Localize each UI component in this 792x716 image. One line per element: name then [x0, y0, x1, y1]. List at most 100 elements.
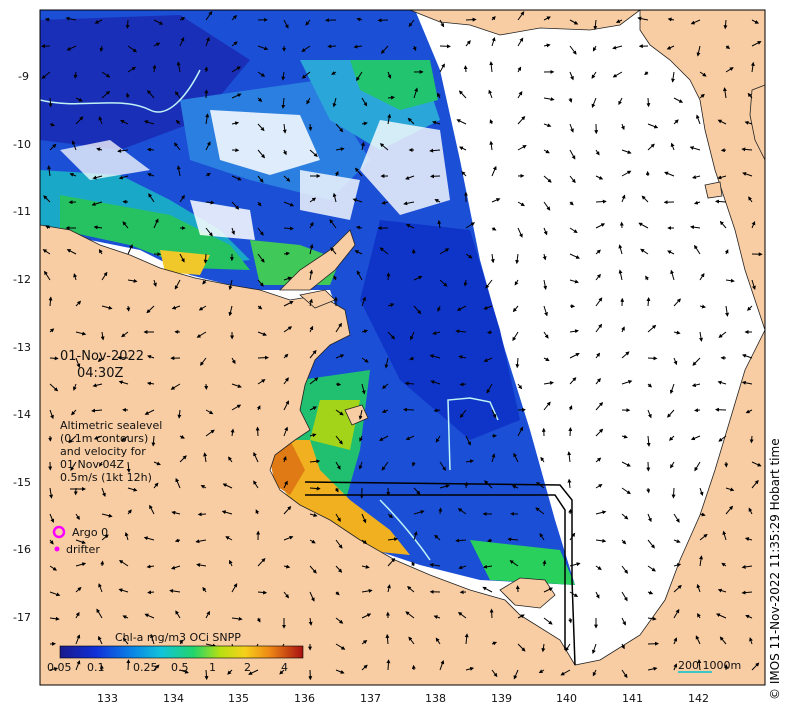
velocity-arrow	[725, 278, 735, 283]
velocity-arrow	[199, 357, 207, 366]
velocity-arrow	[591, 97, 597, 109]
land-island	[499, 577, 556, 609]
velocity-arrow	[149, 504, 155, 515]
argo-marker	[52, 525, 66, 539]
velocity-arrow	[205, 429, 215, 437]
velocity-arrow	[93, 435, 103, 440]
velocity-arrow	[118, 588, 129, 593]
velocity-arrow	[309, 149, 318, 157]
velocity-arrow	[595, 401, 604, 411]
velocity-arrow	[751, 19, 759, 24]
velocity-arrow	[361, 296, 366, 307]
velocity-arrow	[412, 45, 417, 52]
velocity-arrow	[748, 507, 753, 515]
velocity-arrow	[647, 590, 654, 595]
velocity-arrow	[693, 200, 701, 205]
velocity-arrow	[117, 148, 129, 153]
land-peninsula	[279, 229, 356, 291]
velocity-arrow	[694, 461, 701, 472]
velocity-arrow	[153, 19, 164, 25]
velocity-arrow	[146, 305, 155, 314]
velocity-arrow	[99, 45, 104, 53]
velocity-arrow	[387, 513, 394, 519]
velocity-arrow	[595, 323, 603, 333]
velocity-arrow	[101, 487, 106, 498]
velocity-arrow	[170, 383, 181, 390]
velocity-arrow	[309, 406, 317, 411]
velocity-arrow	[385, 633, 390, 645]
velocity-arrow	[751, 662, 760, 671]
velocity-arrow	[457, 611, 467, 619]
velocity-arrow	[283, 201, 295, 207]
velocity-arrow	[356, 71, 363, 82]
velocity-arrow	[75, 97, 83, 102]
velocity-arrow	[231, 383, 242, 388]
velocity-arrow	[408, 19, 415, 27]
velocity-arrow	[410, 331, 415, 341]
velocity-arrow	[621, 539, 627, 545]
velocity-arrow	[361, 513, 367, 524]
velocity-arrow	[75, 611, 80, 619]
velocity-arrow	[330, 247, 337, 255]
velocity-arrow	[197, 512, 207, 517]
velocity-arrow	[309, 486, 321, 491]
velocity-arrow	[569, 123, 574, 133]
velocity-arrow	[722, 87, 727, 99]
velocity-arrow	[257, 253, 265, 263]
velocity-arrow	[335, 382, 342, 387]
velocity-arrow	[512, 331, 519, 342]
velocity-arrow	[465, 435, 471, 446]
velocity-arrow	[435, 435, 441, 443]
velocity-arrow	[432, 120, 441, 125]
velocity-arrow	[334, 171, 339, 177]
velocity-arrow	[751, 461, 762, 467]
velocity-arrow	[458, 146, 467, 151]
velocity-arrow	[309, 565, 317, 574]
velocity-arrow	[568, 617, 573, 624]
velocity-arrow	[621, 194, 626, 203]
velocity-arrow	[257, 71, 266, 77]
velocity-arrow	[489, 61, 494, 73]
velocity-arrow	[647, 383, 653, 388]
velocity-arrow	[255, 509, 260, 515]
velocity-arrow	[283, 19, 289, 29]
colorbar-tick: 2	[244, 661, 251, 674]
velocity-arrow	[717, 175, 727, 180]
velocity-arrow	[456, 305, 467, 311]
velocity-arrow	[465, 40, 471, 47]
velocity-arrow	[170, 565, 181, 570]
velocity-arrow	[358, 461, 363, 470]
velocity-arrow	[309, 513, 318, 517]
velocity-arrow	[515, 253, 520, 265]
velocity-arrow	[204, 89, 209, 99]
velocity-arrow	[647, 356, 658, 361]
velocity-arrow	[715, 613, 727, 619]
velocity-arrow	[49, 356, 59, 361]
velocity-arrow	[361, 564, 370, 569]
velocity-arrow	[538, 669, 545, 674]
velocity-arrow	[309, 221, 314, 229]
drifter-marker	[54, 546, 60, 552]
velocity-arrow	[179, 253, 185, 263]
velocity-arrow	[595, 273, 601, 281]
velocity-arrow	[49, 513, 55, 524]
velocity-arrow	[696, 583, 701, 593]
velocity-arrow	[231, 616, 243, 621]
velocity-arrow	[127, 66, 137, 73]
velocity-arrow	[569, 71, 574, 81]
velocity-arrow	[647, 409, 652, 419]
velocity-arrow	[379, 247, 389, 255]
velocity-arrow	[387, 557, 396, 567]
velocity-arrow	[175, 91, 181, 99]
velocity-arrow	[231, 404, 242, 411]
velocity-arrow	[387, 95, 395, 100]
velocity-arrow	[75, 586, 82, 593]
velocity-arrow	[717, 119, 727, 125]
velocity-arrow	[231, 15, 238, 21]
velocity-arrow	[512, 305, 519, 313]
velocity-arrow	[66, 45, 77, 51]
velocity-arrow	[335, 461, 341, 470]
velocity-arrow	[225, 536, 233, 541]
velocity-arrow	[352, 198, 363, 203]
velocity-arrow	[356, 270, 363, 281]
